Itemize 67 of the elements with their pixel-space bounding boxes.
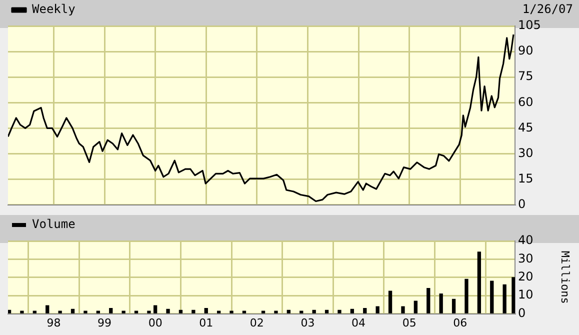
bar <box>324 310 329 314</box>
bar <box>178 310 183 314</box>
bar <box>8 310 12 314</box>
y-tick-label: 90 <box>518 44 534 58</box>
legend-label: Volume <box>32 217 76 232</box>
bar <box>242 310 246 314</box>
bar <box>363 308 367 314</box>
bar <box>122 310 126 314</box>
x-tick-label: 03 <box>300 316 315 330</box>
bar <box>300 310 304 314</box>
bar <box>490 280 494 314</box>
text: 1/26/07 <box>522 2 573 16</box>
x-tick-label: 04 <box>352 316 366 330</box>
bar <box>401 306 405 314</box>
y-tick-label: 30 <box>518 146 534 160</box>
bar <box>96 310 100 314</box>
y-tick-label: 75 <box>518 69 534 84</box>
y-tick-label: 0 <box>518 196 526 211</box>
y-tick-label: 60 <box>518 94 534 109</box>
y-tick-label: 30 <box>518 251 534 266</box>
bar <box>477 252 482 314</box>
bar <box>338 310 342 314</box>
y-tick-label: 40 <box>518 233 534 248</box>
bar <box>512 277 515 314</box>
y-tick-label: 15 <box>518 171 534 186</box>
bar <box>439 293 443 314</box>
x-tick-label: 01 <box>199 316 214 330</box>
bar <box>166 308 170 314</box>
legend-label: Weekly <box>32 2 76 16</box>
bar <box>312 310 316 314</box>
y-axis-title: Millions <box>558 250 572 304</box>
bar <box>464 278 468 314</box>
bar <box>414 300 418 314</box>
bar <box>32 310 36 314</box>
bar <box>230 310 234 314</box>
bar <box>153 305 158 314</box>
bar <box>274 310 278 314</box>
bar <box>216 310 221 314</box>
x-tick-label: 98 <box>46 316 61 330</box>
bar <box>350 308 354 314</box>
x-tick-label: 02 <box>250 316 264 330</box>
x-tick-label: 99 <box>98 316 112 330</box>
bar <box>70 308 75 314</box>
y-tick-label: 45 <box>518 120 534 134</box>
bar <box>452 298 456 314</box>
x-tick-label: 05 <box>402 316 416 330</box>
bar <box>286 310 291 314</box>
bar <box>134 310 138 314</box>
bar <box>204 308 208 314</box>
bar <box>147 310 151 314</box>
bar <box>502 284 506 314</box>
x-tick-label: 06 <box>453 316 468 330</box>
bar <box>84 310 88 314</box>
bar <box>20 310 24 314</box>
bar <box>109 308 113 314</box>
bar <box>58 310 62 314</box>
y-tick-label: 10 <box>518 288 534 302</box>
bar <box>46 305 50 314</box>
bar <box>376 306 380 314</box>
y-tick-label: 0 <box>518 306 526 320</box>
bar <box>261 310 266 314</box>
bar <box>192 310 196 314</box>
y-tick-label: 20 <box>518 270 534 284</box>
bar <box>426 288 430 314</box>
bar <box>388 290 392 314</box>
y-tick-label: 105 <box>518 18 541 32</box>
x-tick-label: 00 <box>148 316 162 330</box>
